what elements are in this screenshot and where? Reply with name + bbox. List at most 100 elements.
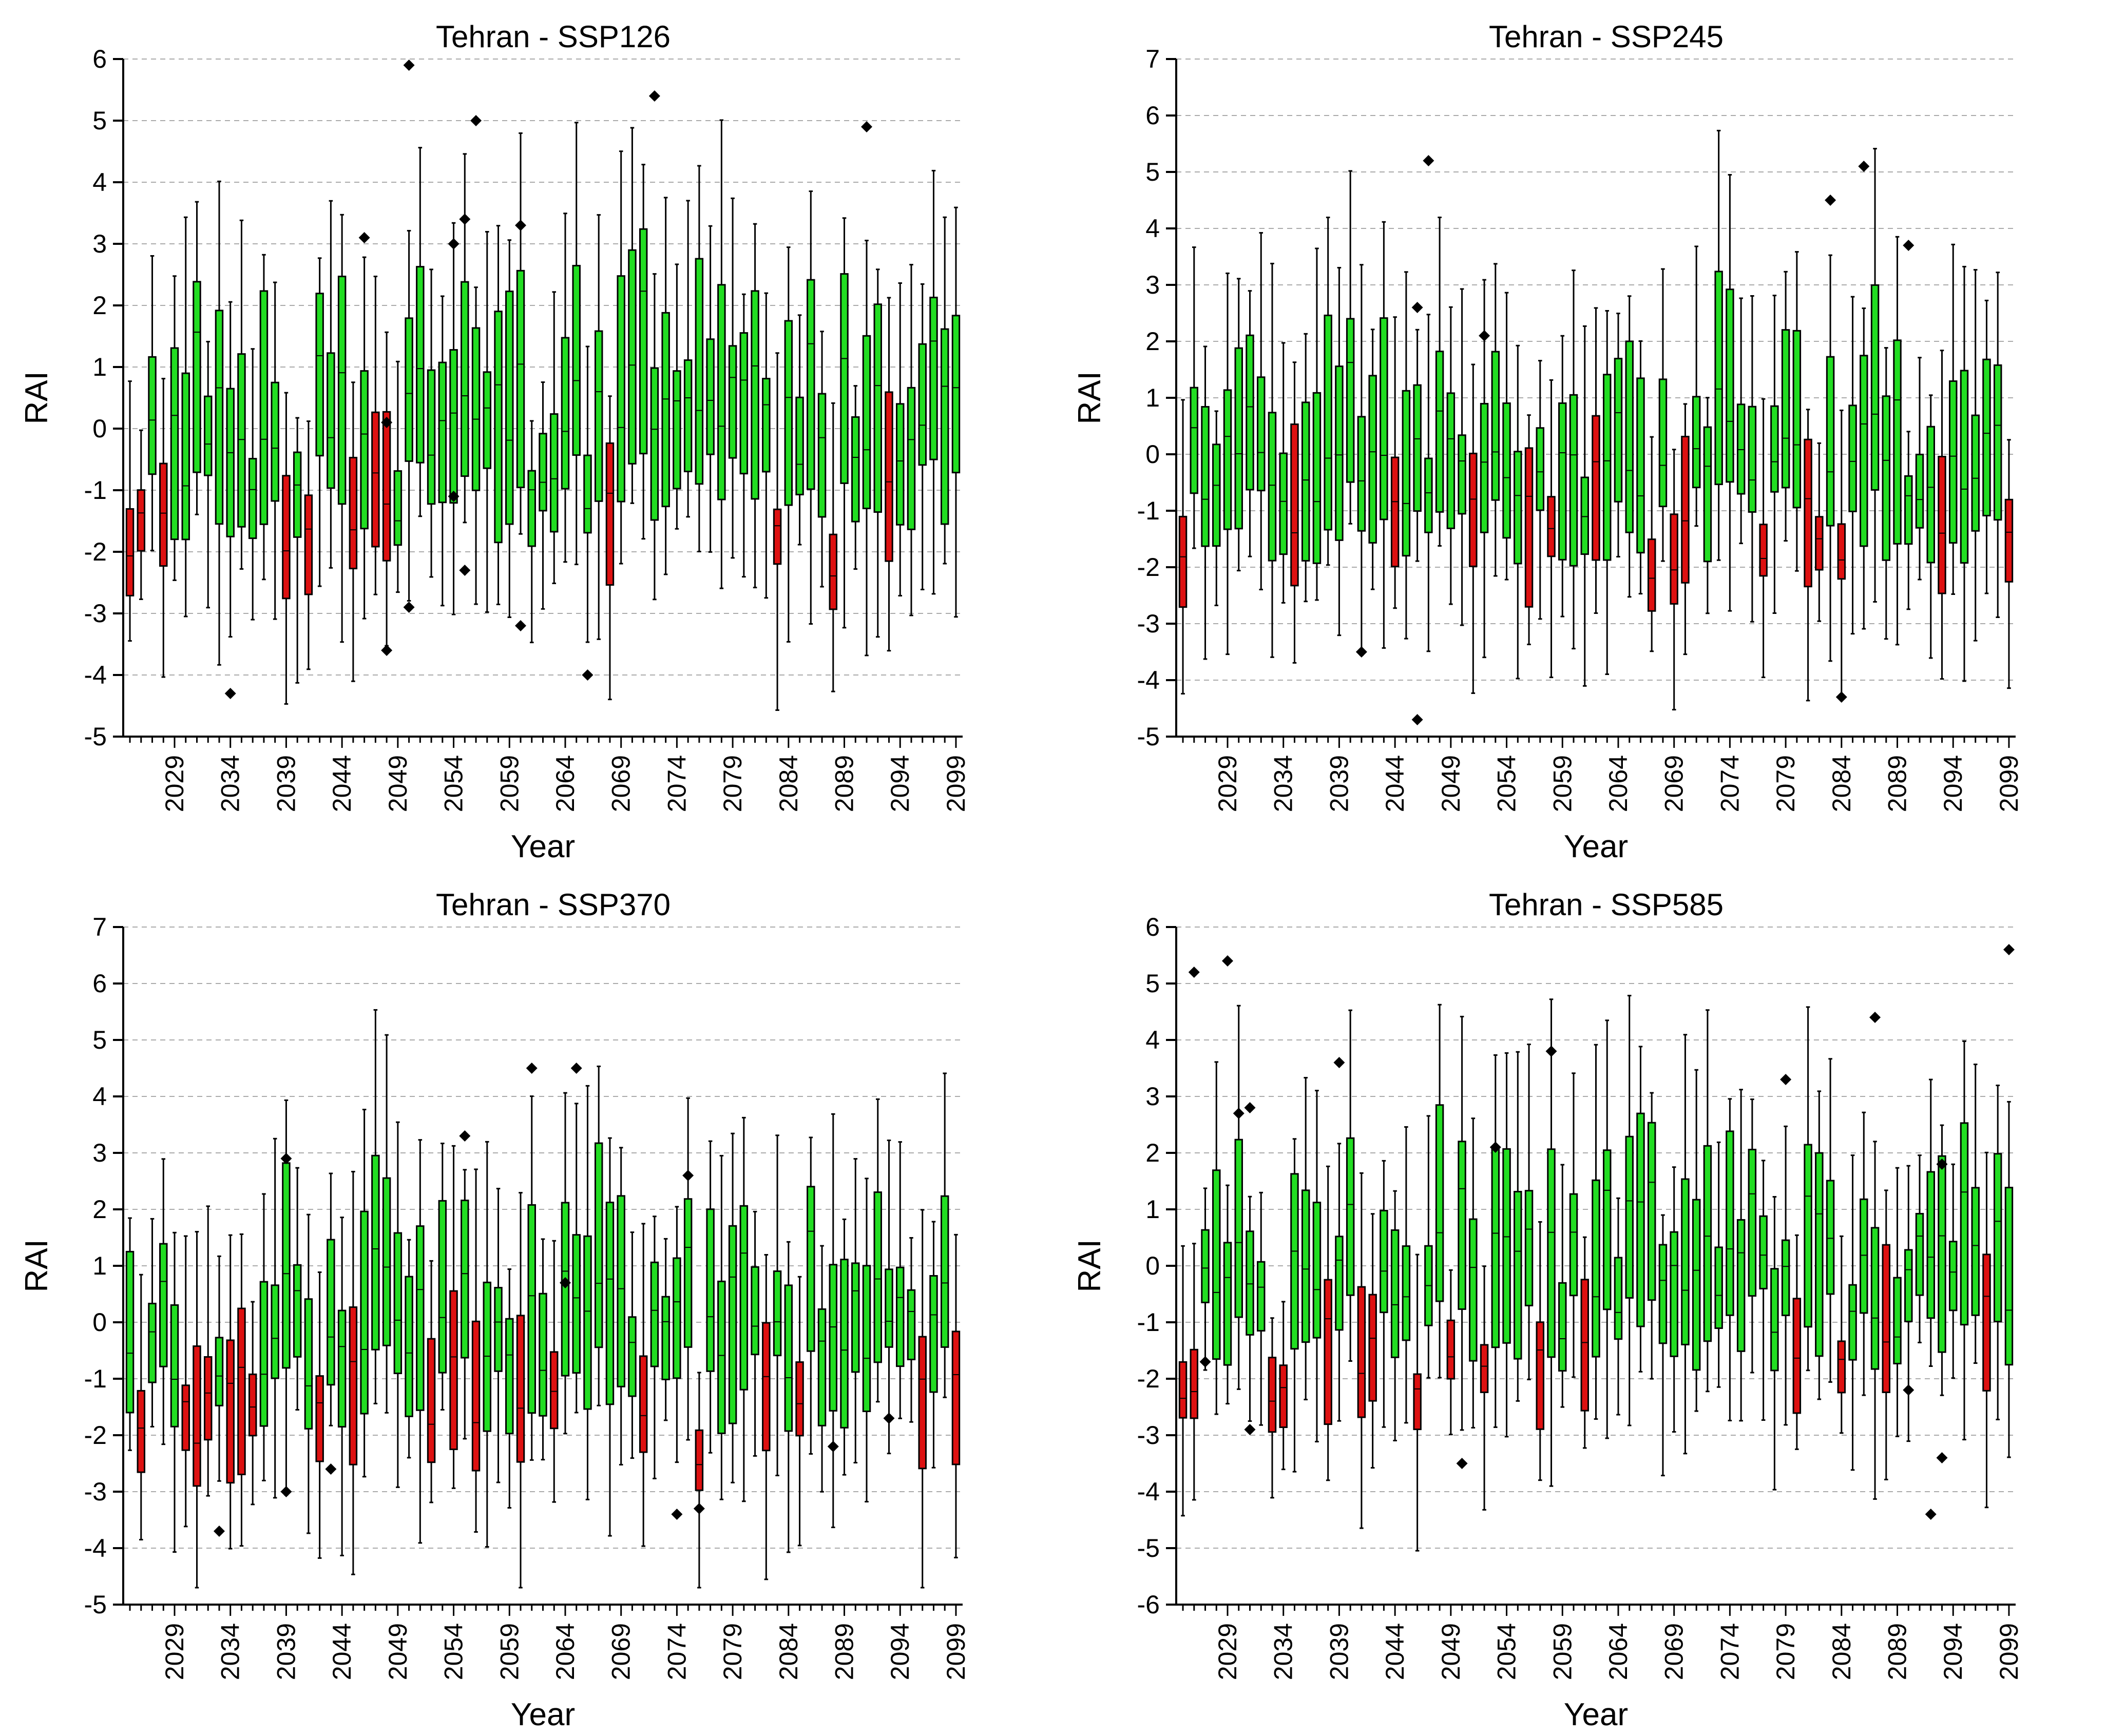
box-wet [1357, 416, 1366, 532]
box-wet [1647, 1122, 1656, 1301]
chart-title: Tehran - SSP126 [436, 20, 671, 54]
box-dry [181, 1384, 190, 1451]
x-tick-label: 2099 [942, 1623, 970, 1680]
outlier-point [1244, 1102, 1256, 1113]
box-dry [951, 1330, 961, 1465]
box-wet [1826, 1180, 1835, 1295]
chart-title: Tehran - SSP245 [1489, 20, 1724, 54]
outlier-point [1925, 1509, 1937, 1520]
y-tick-label: 3 [92, 1139, 107, 1167]
box-wet [1860, 355, 1868, 547]
box-dry [1837, 1340, 1846, 1394]
box-wet [1703, 1145, 1712, 1342]
outlier-point [403, 602, 415, 613]
x-tick-label: 2039 [1325, 755, 1353, 812]
box-wet [1603, 374, 1612, 561]
outlier-point [1233, 1108, 1245, 1119]
outlier-point [403, 60, 415, 71]
box-wet [259, 290, 269, 525]
box-wet [304, 1298, 313, 1430]
y-tick-label: -5 [1137, 1534, 1160, 1563]
y-tick-label: 0 [1145, 1251, 1160, 1280]
box-wet [1234, 347, 1243, 530]
box-wet [259, 1281, 269, 1427]
y-tick-label: -1 [84, 476, 107, 505]
y-tick-label: 2 [92, 291, 107, 320]
x-tick-label: 2059 [1548, 755, 1577, 812]
y-tick-label: 2 [92, 1195, 107, 1224]
box-dry [605, 442, 615, 586]
y-tick-label: -1 [84, 1364, 107, 1393]
y-tick-label: 5 [92, 106, 107, 135]
box-wet [215, 1337, 224, 1406]
y-tick-label: -5 [84, 1590, 107, 1619]
x-axis-label: Year [511, 829, 575, 864]
x-tick-label: 2029 [1213, 1623, 1242, 1680]
outlier-point [381, 645, 393, 656]
box-dry [2004, 498, 2014, 583]
x-tick-label: 2064 [551, 755, 580, 812]
box-wet [1703, 426, 1712, 563]
box-dry [349, 1306, 358, 1465]
box-wet [561, 337, 570, 490]
y-axis-label: RAI [1072, 371, 1107, 424]
box-wet [1904, 475, 1913, 545]
box-wet [639, 228, 648, 455]
outlier-point [1188, 967, 1200, 978]
box-wet [539, 1293, 547, 1417]
box-wet [1726, 1130, 1734, 1316]
y-tick-label: -4 [1137, 666, 1160, 695]
box-wet [1312, 1202, 1322, 1339]
box-wet [1949, 1241, 1958, 1311]
box-wet [1938, 1155, 1946, 1353]
x-tick-label: 2084 [1827, 755, 1856, 812]
outlier-point [448, 491, 460, 502]
outlier-point [280, 1153, 292, 1164]
box-wet [795, 396, 804, 496]
box-wet [181, 372, 190, 541]
x-tick-label: 2099 [1995, 1623, 2023, 1680]
box-wet [1658, 378, 1668, 508]
box-dry [1647, 538, 1656, 612]
box-wet [1636, 377, 1645, 554]
box-dry [1670, 513, 1678, 605]
x-tick-label: 2079 [718, 755, 747, 812]
box-wet [1848, 1284, 1857, 1361]
x-tick-label: 2039 [272, 1623, 300, 1680]
box-dry [203, 1356, 213, 1441]
box-wet [661, 312, 670, 508]
x-tick-label: 2094 [1939, 1623, 1967, 1680]
box-wet [494, 311, 503, 544]
outlier-point [1355, 646, 1367, 658]
box-wet [907, 1289, 916, 1361]
box-wet [896, 1266, 905, 1367]
box-dry [248, 1373, 257, 1437]
outlier-point [280, 1486, 292, 1497]
box-wet [1714, 1246, 1723, 1329]
box-wet [159, 1243, 168, 1367]
x-tick-label: 2049 [1437, 1623, 1465, 1680]
box-wet [561, 1202, 570, 1377]
x-tick-label: 2069 [607, 755, 636, 812]
box-dry [282, 475, 291, 600]
outlier-point [1411, 714, 1423, 725]
box-dry [1792, 1298, 1802, 1414]
x-tick-label: 2084 [774, 1623, 803, 1680]
box-wet [371, 1154, 380, 1351]
y-tick-label: -1 [1137, 496, 1160, 525]
box-dry [237, 1307, 246, 1475]
box-wet [896, 403, 905, 526]
box-wet [327, 1239, 335, 1386]
box-wet [193, 281, 201, 473]
box-wet [471, 327, 481, 491]
box-dry [773, 508, 782, 565]
box-wet [873, 303, 883, 513]
box-wet [717, 284, 726, 500]
box-wet [1469, 1218, 1478, 1362]
x-tick-label: 2044 [1381, 1623, 1409, 1680]
outlier-point [1780, 1074, 1792, 1085]
box-wet [337, 1309, 347, 1428]
box-wet [449, 349, 458, 504]
y-tick-label: -5 [84, 722, 107, 751]
